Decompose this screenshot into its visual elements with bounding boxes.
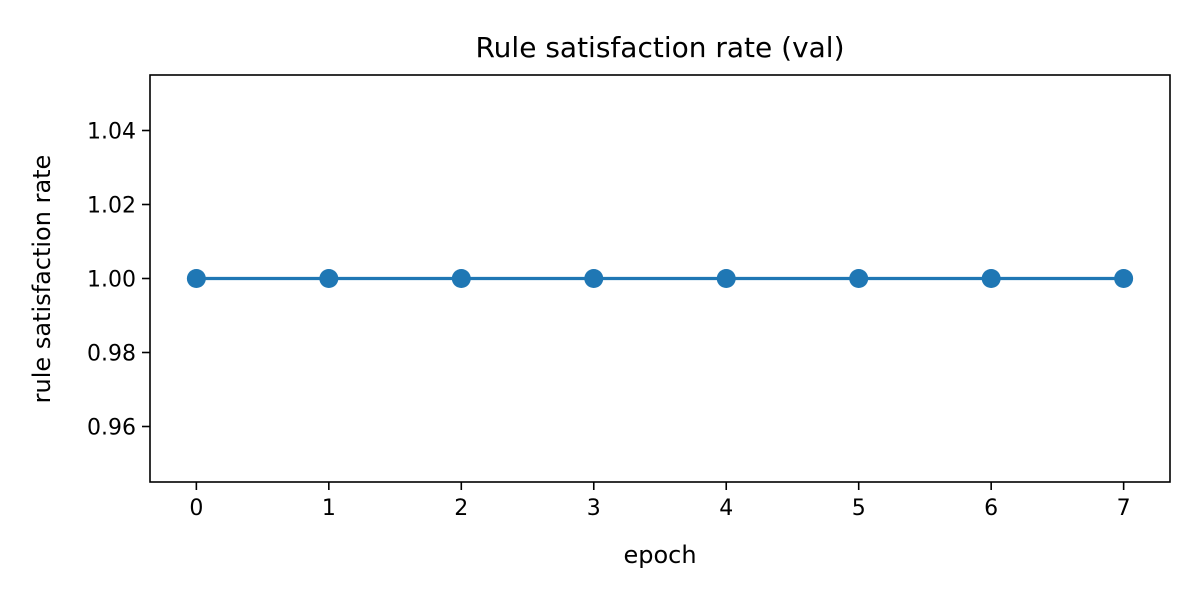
data-point — [319, 269, 339, 288]
x-tick-label: 4 — [719, 496, 733, 521]
x-tick-label: 0 — [189, 496, 203, 521]
data-point — [981, 269, 1001, 288]
y-tick-label: 0.98 — [87, 342, 136, 367]
data-point — [1114, 269, 1134, 288]
data-point — [849, 269, 869, 288]
y-tick-label: 1.00 — [87, 268, 136, 293]
chart-title: Rule satisfaction rate (val) — [475, 31, 844, 64]
data-point — [186, 269, 206, 288]
x-tick-label: 3 — [587, 496, 601, 521]
x-tick-label: 2 — [454, 496, 468, 521]
y-axis: 0.96 0.98 1.00 1.02 1.04 — [87, 120, 150, 441]
x-axis-label: epoch — [623, 541, 696, 569]
x-tick-label: 5 — [852, 496, 866, 521]
x-tick-label: 7 — [1117, 496, 1131, 521]
y-tick-label: 0.96 — [87, 416, 136, 441]
data-point — [451, 269, 471, 288]
x-tick-label: 1 — [322, 496, 336, 521]
y-tick-label: 1.04 — [87, 120, 136, 145]
y-tick-label: 1.02 — [87, 194, 136, 219]
data-point — [716, 269, 736, 288]
x-axis: 0 1 2 3 4 5 6 7 — [189, 482, 1131, 521]
data-point — [584, 269, 604, 288]
series-layer — [186, 269, 1134, 288]
x-tick-label: 6 — [984, 496, 998, 521]
y-axis-label: rule satisfaction rate — [28, 155, 56, 404]
